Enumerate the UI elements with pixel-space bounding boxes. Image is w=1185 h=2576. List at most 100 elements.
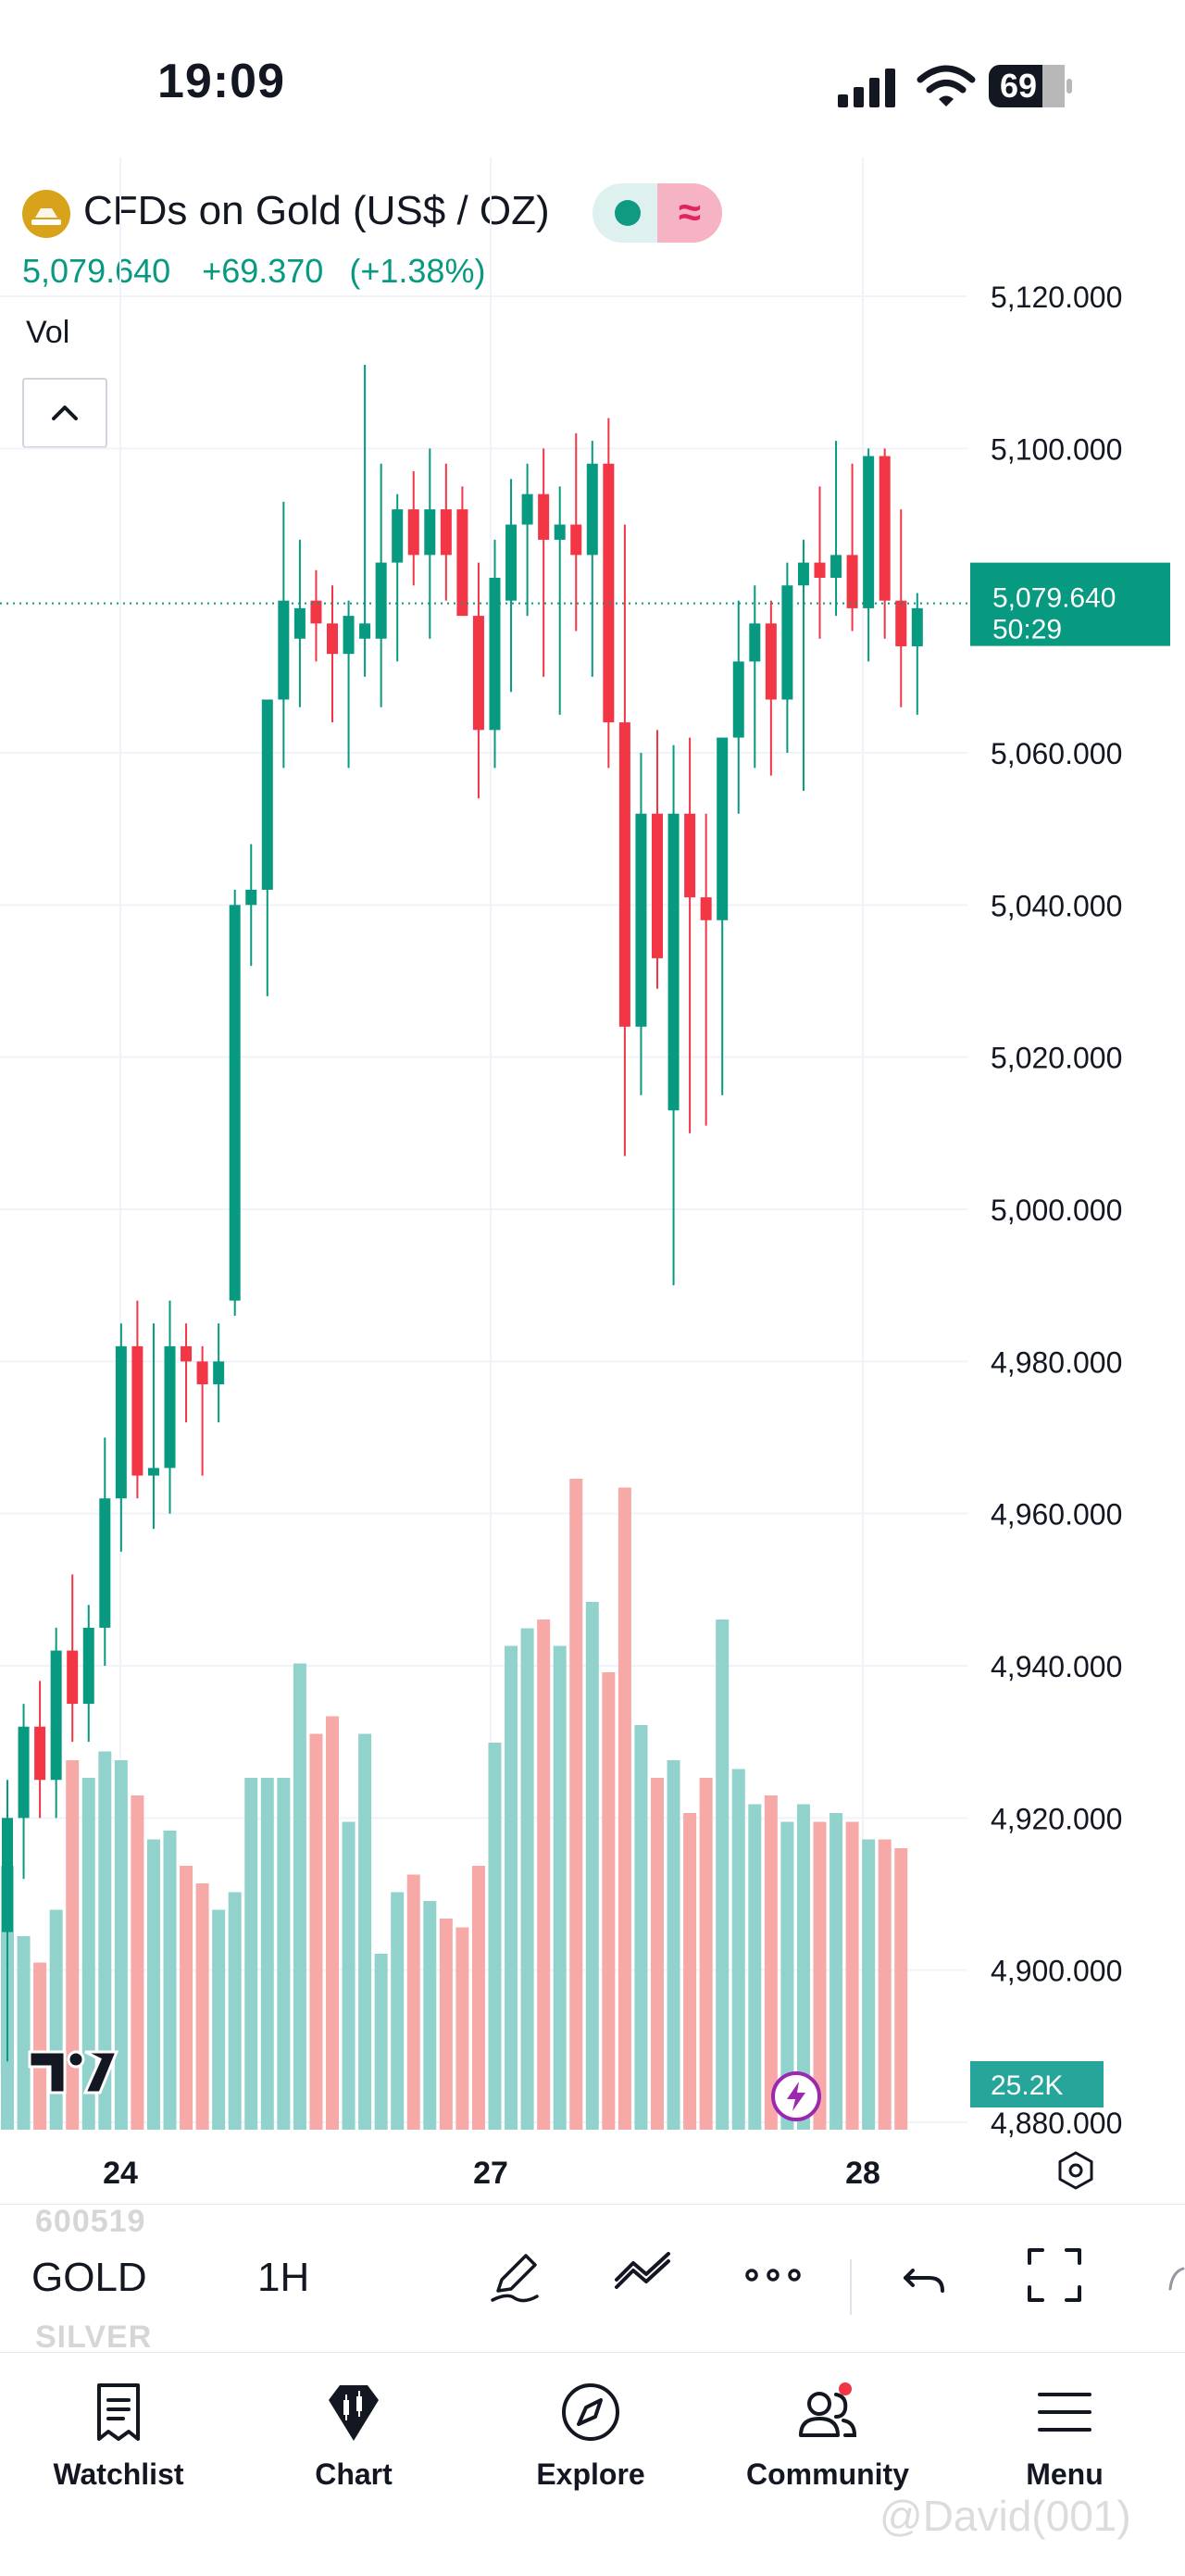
volume-bar — [651, 1778, 664, 2130]
candle — [684, 813, 696, 898]
candle — [570, 524, 582, 556]
market-status-pill[interactable]: ≈ — [592, 183, 722, 243]
candle — [278, 600, 290, 700]
volume-bar — [309, 1733, 323, 2130]
trend-lines-icon[interactable] — [611, 2243, 676, 2307]
volume-bar — [569, 1479, 583, 2130]
x-axis-tick-label: 24 — [103, 2156, 138, 2191]
countdown-label: 50:29 — [992, 615, 1062, 645]
toolbar-divider — [850, 2259, 852, 2315]
candle — [147, 1468, 159, 1476]
status-time: 19:09 — [157, 55, 285, 108]
lightning-bolt-icon[interactable] — [770, 2070, 822, 2122]
nav-chart-label: Chart — [315, 2457, 393, 2491]
candle — [424, 509, 436, 556]
fullscreen-icon[interactable] — [1022, 2243, 1087, 2307]
volume-bar — [228, 1892, 242, 2130]
interval-button[interactable]: 1H — [257, 2255, 310, 2300]
nav-menu[interactable]: Menu — [972, 2361, 1157, 2491]
battery-level: 69 — [1000, 67, 1038, 105]
volume-bar — [455, 1927, 469, 2130]
symbol-button[interactable]: GOLD — [31, 2255, 147, 2300]
drawing-pen-icon[interactable] — [483, 2243, 548, 2307]
volume-bar — [634, 1725, 648, 2130]
volume-bar — [146, 1839, 160, 2130]
x-axis-tick-label: 28 — [845, 2156, 880, 2191]
volume-bar — [114, 1760, 128, 2130]
volume-bar — [277, 1778, 291, 2130]
volume-bar — [471, 1866, 485, 2130]
watermark-text: @David(001) — [879, 2492, 1131, 2540]
y-axis-tick-label: 4,980.000 — [991, 1345, 1122, 1379]
candle — [82, 1627, 94, 1705]
nav-watchlist[interactable]: Watchlist — [26, 2361, 211, 2491]
y-axis-tick-label: 5,020.000 — [991, 1042, 1122, 1075]
volume-bar — [244, 1778, 258, 2130]
candle — [911, 607, 923, 646]
volume-bar — [163, 1831, 177, 2130]
chevron-up-icon — [52, 406, 78, 420]
volume-bar — [553, 1645, 567, 2130]
y-axis-tick-label: 5,100.000 — [991, 432, 1122, 466]
volume-bar — [505, 1645, 518, 2130]
candle — [407, 509, 419, 556]
volume-bar — [374, 1954, 388, 2130]
candle — [538, 494, 550, 540]
volume-bar — [748, 1804, 762, 2130]
chart-icon — [329, 2385, 379, 2441]
candle — [505, 524, 518, 601]
y-axis-tick-label: 5,000.000 — [991, 1194, 1122, 1227]
nav-community[interactable]: Community — [735, 2361, 920, 2491]
candle — [895, 600, 907, 646]
undo-icon[interactable] — [892, 2243, 957, 2307]
nav-chart[interactable]: Chart — [261, 2361, 446, 2491]
candle — [814, 562, 826, 579]
collapse-indicators-button[interactable] — [22, 378, 107, 448]
candle — [797, 562, 809, 586]
volume-bar — [358, 1733, 372, 2130]
nav-watchlist-label: Watchlist — [53, 2457, 184, 2491]
candle — [879, 456, 891, 601]
volume-bar — [260, 1778, 274, 2130]
y-axis-tick-label: 4,940.000 — [991, 1650, 1122, 1683]
nav-explore[interactable]: Explore — [498, 2361, 683, 2491]
volume-bar — [716, 1619, 730, 2130]
volume-bar — [617, 1487, 631, 2130]
price-chart[interactable]: 5,120.000 5,100.000 5,060.000 5,040.000 5,02… — [0, 157, 1185, 2204]
symbol-suggestion-above: 600519 — [35, 2204, 146, 2239]
price-change: +69.370 — [202, 252, 324, 290]
symbol-title[interactable]: CFDs on Gold (US$ / OZ) — [83, 188, 550, 233]
candle — [245, 889, 257, 906]
volume-indicator-label[interactable]: Vol — [26, 315, 70, 350]
volume-bar — [439, 1919, 453, 2130]
candle — [765, 623, 777, 700]
volume-bar — [33, 1962, 47, 2130]
volume-bar — [731, 1769, 745, 2130]
volume-bar — [131, 1795, 144, 2130]
volume-bar — [699, 1778, 713, 2130]
menu-icon — [1038, 2393, 1091, 2432]
y-axis-tick-label: 5,120.000 — [991, 281, 1122, 314]
more-options-icon[interactable] — [741, 2243, 805, 2307]
candle — [67, 1650, 79, 1705]
chart-toolbar — [0, 2204, 1185, 2353]
candle — [667, 813, 680, 1111]
wifi-icon — [917, 65, 976, 106]
candle — [586, 463, 598, 556]
chart-settings-icon[interactable] — [1055, 2150, 1096, 2191]
volume-bar — [293, 1663, 306, 2130]
nav-community-label: Community — [746, 2457, 909, 2491]
candle — [196, 1361, 208, 1384]
toolbar-scroll-hint-icon — [1168, 2267, 1185, 2291]
candle — [830, 555, 842, 579]
volume-bar — [683, 1813, 697, 2130]
y-axis-tick-label: 4,920.000 — [991, 1802, 1122, 1835]
volume-label-box — [970, 2061, 1104, 2107]
volume-bar — [862, 1839, 876, 2130]
volume-bar — [406, 1874, 420, 2130]
watchlist-icon — [97, 2383, 140, 2441]
candle — [2, 1818, 13, 1932]
candle — [310, 600, 322, 624]
candle — [732, 661, 744, 738]
volume-bar — [423, 1901, 437, 2130]
